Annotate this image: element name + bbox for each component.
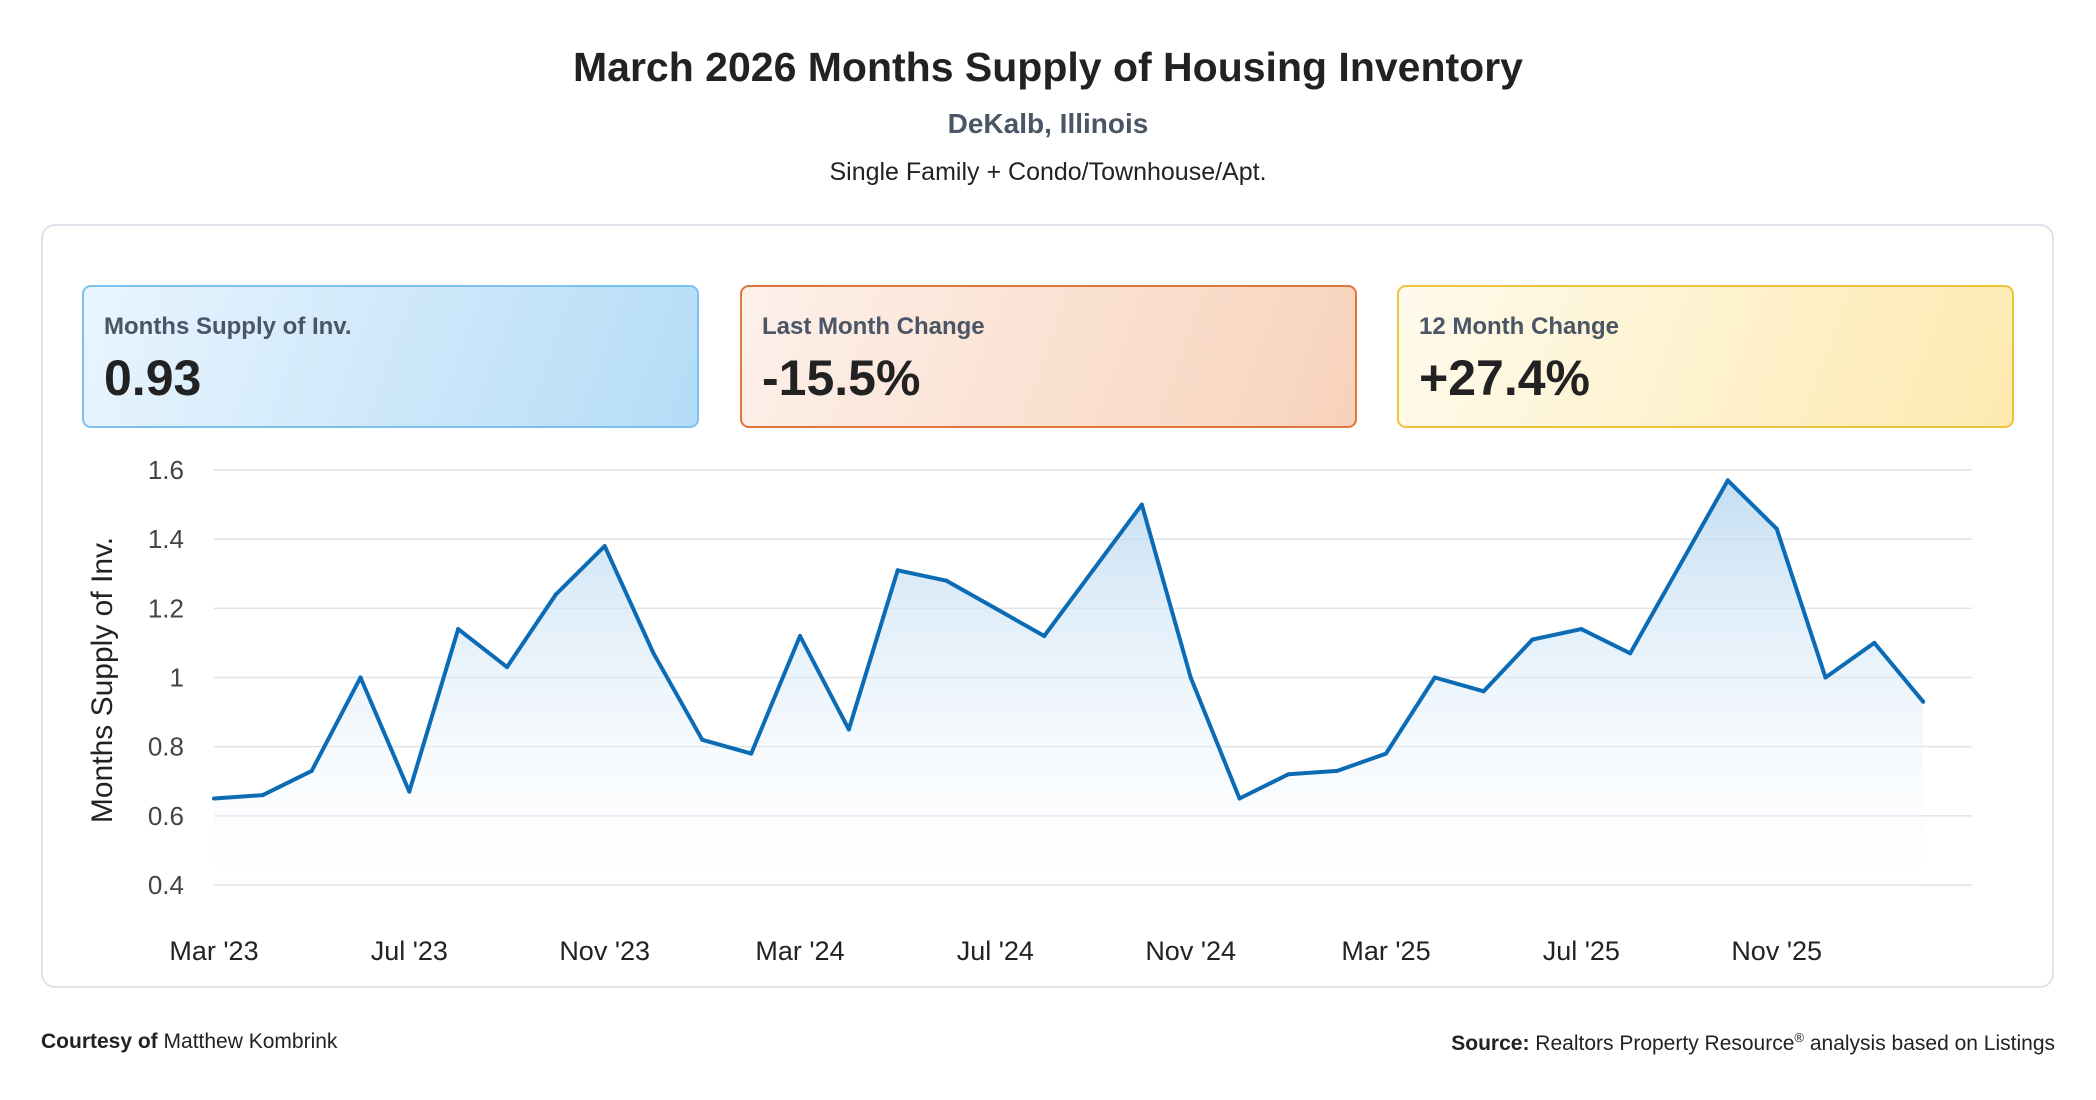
data-point	[1384, 751, 1388, 756]
y-tick-label: 1.6	[148, 455, 184, 485]
stat-card-label: Months Supply of Inv.	[104, 313, 352, 340]
data-point	[895, 568, 900, 573]
data-point	[1628, 651, 1633, 656]
data-points	[212, 478, 1926, 801]
data-point	[1579, 627, 1584, 632]
data-point	[1188, 675, 1193, 680]
x-tick-label: Nov '25	[1731, 936, 1822, 966]
courtesy-note: Courtesy of Matthew Kombrink	[41, 1030, 337, 1054]
data-point	[1091, 568, 1095, 573]
stat-card-value: 0.93	[104, 350, 202, 406]
y-tick-label: 1	[170, 663, 184, 693]
data-point	[700, 737, 705, 742]
x-tick-label: Mar '23	[169, 936, 258, 966]
y-tick-label: 1.2	[148, 593, 184, 623]
courtesy-name: Matthew Kombrink	[163, 1030, 338, 1053]
data-point	[1774, 526, 1779, 531]
data-point	[749, 751, 754, 756]
location-subtitle: DeKalb, Illinois	[947, 108, 1149, 139]
data-point	[602, 544, 607, 549]
y-tick-label: 0.6	[148, 801, 184, 831]
data-point	[1286, 772, 1291, 777]
registered-mark: ®	[1794, 1030, 1804, 1045]
x-tick-label: Nov '23	[559, 936, 650, 966]
stat-card-months-supply: Months Supply of Inv. 0.93	[82, 285, 699, 428]
data-point	[456, 627, 461, 632]
y-axis-ticks: 0.4 0.6 0.8 1 1.2 1.4 1.6	[148, 455, 184, 900]
data-point	[309, 768, 314, 773]
stat-card-value: -15.5%	[762, 350, 921, 406]
y-tick-label: 0.8	[148, 732, 184, 762]
data-point	[651, 651, 656, 656]
data-point	[798, 634, 802, 638]
stat-card-label: Last Month Change	[762, 313, 985, 340]
stat-card-label: 12 Month Change	[1419, 313, 1620, 340]
source-note: Source: Realtors Property Resource® anal…	[1451, 1030, 2055, 1056]
stat-card-last-month-change: Last Month Change -15.5%	[740, 285, 1357, 428]
data-point	[358, 675, 363, 680]
data-point	[1481, 689, 1486, 694]
series-line	[213, 478, 1925, 801]
x-tick-label: Mar '25	[1341, 936, 1430, 966]
data-point	[1823, 675, 1828, 680]
source-text: Realtors Property Resource	[1535, 1032, 1795, 1055]
data-point	[1139, 502, 1144, 507]
x-tick-label: Mar '24	[755, 936, 844, 966]
data-point	[260, 793, 265, 798]
data-point	[993, 606, 998, 611]
data-point	[1725, 478, 1730, 483]
y-tick-label: 1.4	[148, 524, 184, 554]
y-axis-label: Months Supply of Inv.	[86, 537, 119, 823]
data-point	[1677, 564, 1681, 569]
x-tick-label: Jul '25	[1543, 936, 1620, 966]
source-text-post: analysis based on Listings	[1809, 1032, 2055, 1055]
stat-card-value: +27.4%	[1419, 350, 1590, 406]
x-tick-label: Jul '23	[371, 936, 448, 966]
stat-card-12-month-change: 12 Month Change +27.4%	[1397, 285, 2014, 428]
data-point	[1335, 768, 1340, 773]
x-tick-label: Jul '24	[957, 936, 1034, 966]
courtesy-label: Courtesy of	[41, 1030, 158, 1053]
data-point	[212, 796, 216, 801]
data-point	[1432, 675, 1437, 680]
property-segment: Single Family + Condo/Townhouse/Apt.	[829, 158, 1267, 186]
x-tick-label: Nov '24	[1145, 936, 1236, 966]
series-area	[214, 480, 1924, 885]
data-point	[407, 789, 412, 794]
data-point	[944, 578, 949, 583]
data-point	[1042, 634, 1047, 638]
data-point	[505, 665, 509, 670]
data-point	[1872, 640, 1877, 645]
data-point	[846, 727, 851, 732]
data-point	[1530, 637, 1535, 642]
data-point	[1237, 796, 1242, 801]
x-axis-ticks: Mar '23 Jul '23 Nov '23 Mar '24 Jul '24 Nov '…	[169, 936, 1822, 966]
data-point	[1921, 699, 1926, 704]
data-point	[553, 592, 558, 597]
y-tick-label: 0.4	[148, 870, 184, 900]
page-title: March 2026 Months Supply of Housing Inve…	[573, 44, 1523, 90]
source-label: Source:	[1451, 1032, 1530, 1055]
